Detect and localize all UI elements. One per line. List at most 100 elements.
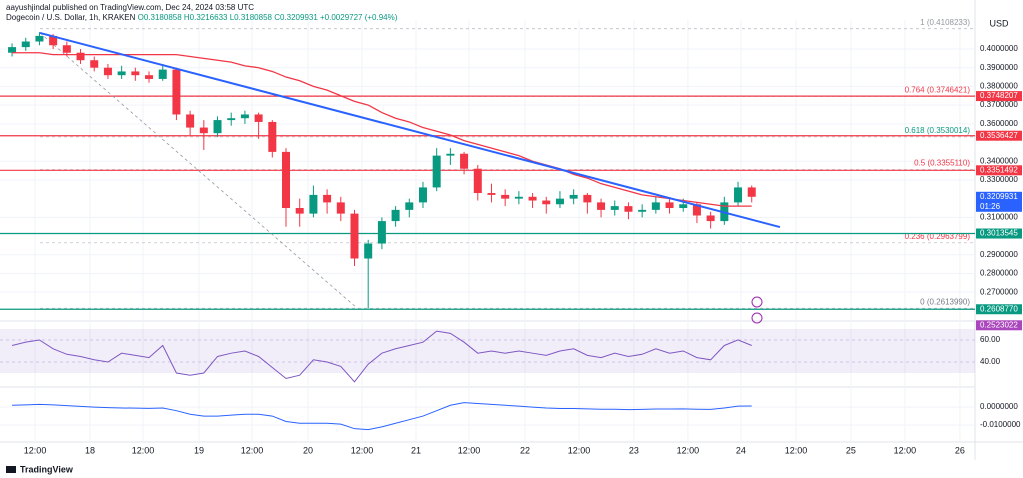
price-badge-time: 01:26 bbox=[980, 202, 1001, 211]
price-badge-label: 0.3209931 bbox=[980, 192, 1018, 201]
candle-body bbox=[747, 187, 756, 197]
candle-body bbox=[597, 202, 606, 210]
level-badge bbox=[976, 130, 1022, 141]
candle-body bbox=[90, 60, 99, 68]
rsi-band bbox=[0, 328, 975, 373]
x-tick-label: 12:00 bbox=[351, 445, 374, 455]
fib-label: 0.618 (0.3530014) bbox=[905, 126, 971, 135]
x-tick-label: 12:00 bbox=[894, 445, 917, 455]
candle-body bbox=[487, 193, 496, 195]
candle-body bbox=[282, 151, 291, 209]
candle-body bbox=[528, 196, 537, 201]
candle-body bbox=[460, 153, 469, 169]
event-icon[interactable] bbox=[751, 312, 763, 324]
candle-body bbox=[418, 187, 427, 203]
y-tick-label: 0.3700000 bbox=[980, 100, 1018, 109]
candle-body bbox=[213, 120, 222, 134]
x-tick-label: 23 bbox=[629, 445, 639, 455]
candle-body bbox=[514, 196, 523, 199]
y-tick-label: 0.3800000 bbox=[980, 82, 1018, 91]
logo bbox=[6, 466, 16, 473]
candle-body bbox=[473, 168, 482, 194]
candle-body bbox=[21, 41, 30, 48]
fib-label: 0.764 (0.3746421) bbox=[905, 86, 971, 95]
moving-average bbox=[12, 52, 752, 207]
x-tick-label: 25 bbox=[846, 445, 856, 455]
level-badge bbox=[976, 228, 1022, 239]
ohlc-legend: O0.3180858 H0.3216633 L0.3180858 C0.3209… bbox=[137, 13, 398, 22]
candle-body bbox=[103, 67, 112, 76]
candle-body bbox=[35, 35, 44, 42]
candle-body bbox=[336, 202, 345, 214]
x-tick-label: 21 bbox=[411, 445, 421, 455]
x-tick-label: 12:00 bbox=[458, 445, 481, 455]
x-tick-label: 12:00 bbox=[785, 445, 808, 455]
rsi-line bbox=[11, 330, 752, 383]
x-tick-label: 12:00 bbox=[132, 445, 155, 455]
author: aayushjindal published on TradingView.co… bbox=[6, 3, 255, 12]
candle-body bbox=[240, 114, 249, 119]
fib-label: 1 (0.4108233) bbox=[920, 18, 970, 27]
level-badge bbox=[976, 304, 1022, 315]
price-badge bbox=[976, 320, 1022, 331]
y-tick-label: 0.3100000 bbox=[980, 212, 1018, 221]
candle-body bbox=[350, 213, 359, 259]
candle-body bbox=[665, 202, 674, 209]
fib-diagonal bbox=[39, 32, 358, 309]
candle-body bbox=[679, 204, 688, 209]
candle-body bbox=[391, 209, 400, 222]
candle-body bbox=[309, 194, 318, 214]
y-tick-label: 0.3300000 bbox=[980, 175, 1018, 184]
candle-body bbox=[432, 155, 441, 188]
level-badge-label: 0.3748207 bbox=[980, 91, 1018, 100]
candle-body bbox=[199, 127, 208, 134]
candle-body bbox=[651, 202, 660, 210]
candle-body bbox=[172, 69, 181, 115]
level-badge bbox=[976, 165, 1022, 176]
x-tick-label: 12:00 bbox=[677, 445, 700, 455]
candle-body bbox=[295, 208, 304, 214]
x-tick-label: 12:00 bbox=[241, 445, 264, 455]
candle-body bbox=[62, 45, 71, 53]
fib-label: 0.236 (0.2963799) bbox=[905, 232, 971, 241]
x-tick-label: 20 bbox=[303, 445, 313, 455]
price-badge bbox=[976, 191, 1022, 212]
y-tick-label: 0.2700000 bbox=[980, 287, 1018, 296]
price-badge-label: 0.2523022 bbox=[980, 320, 1018, 329]
x-tick-label: 12:00 bbox=[568, 445, 591, 455]
y-tick-label: 0.4000000 bbox=[980, 44, 1018, 53]
x-tick-label: 19 bbox=[194, 445, 204, 455]
fib-label: 0.5 (0.3355110) bbox=[914, 159, 970, 168]
candle-body bbox=[186, 114, 195, 128]
level-badge-label: 0.2608770 bbox=[980, 304, 1018, 313]
candle-body bbox=[405, 202, 414, 210]
candle-body bbox=[638, 209, 647, 212]
candle-body bbox=[542, 200, 551, 205]
currency: USD bbox=[989, 18, 1009, 28]
candle-body bbox=[364, 243, 373, 259]
candle-body bbox=[117, 71, 126, 76]
macd-line bbox=[12, 402, 752, 431]
symbol-line: Dogecoin / U.S. Dollar, 1h, KRAKEN O0.31… bbox=[6, 13, 397, 22]
candle-body bbox=[323, 194, 332, 203]
candle-body bbox=[706, 215, 715, 222]
candle-body bbox=[624, 206, 633, 212]
rsi-tick-label: 40.00 bbox=[980, 357, 1001, 366]
brand: TradingView bbox=[20, 464, 74, 474]
macd-tick-label: 0.0000000 bbox=[980, 402, 1018, 411]
candle-body bbox=[254, 114, 263, 122]
candle-body bbox=[49, 35, 58, 46]
y-tick-label: 0.3400000 bbox=[980, 156, 1018, 165]
candle-body bbox=[501, 194, 510, 199]
candle-body bbox=[446, 153, 455, 156]
x-tick-label: 12:00 bbox=[24, 445, 47, 455]
candle-body bbox=[76, 52, 85, 61]
event-icon[interactable] bbox=[751, 296, 763, 308]
x-tick-label: 24 bbox=[736, 445, 746, 455]
candle-body bbox=[583, 194, 592, 203]
y-tick-label: 0.3900000 bbox=[980, 63, 1018, 72]
macd-tick-label: -0.0100000 bbox=[980, 420, 1021, 429]
candle-body bbox=[555, 198, 564, 205]
